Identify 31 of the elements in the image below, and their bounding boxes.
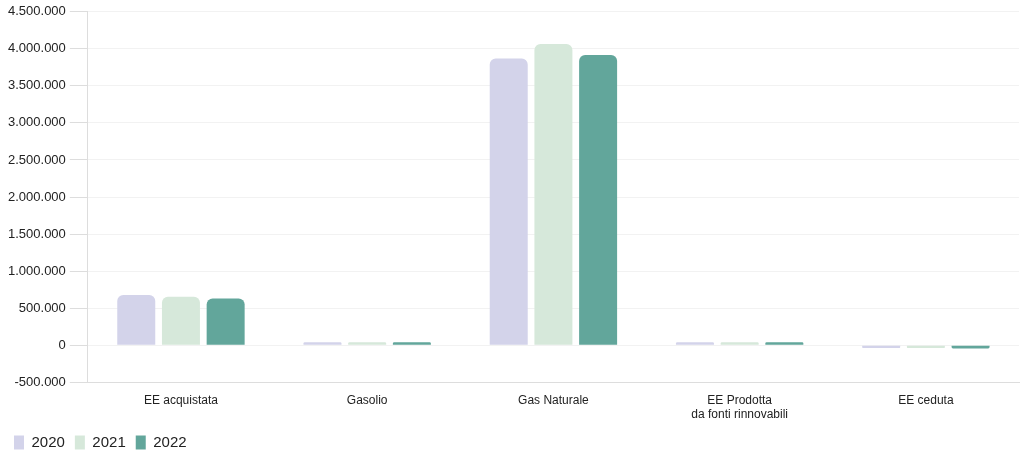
- bar: [534, 43, 573, 345]
- y-tick-label: -500.000: [14, 373, 66, 389]
- y-tick-label: 4.500.000: [7, 3, 66, 19]
- y-tick-label: 1.000.000: [7, 262, 66, 278]
- y-tick-label: 500.000: [18, 299, 66, 315]
- y-tick-label: 3.500.000: [7, 77, 66, 93]
- bar: [675, 342, 714, 345]
- bar: [117, 295, 156, 345]
- y-tick-label: 1.500.000: [7, 225, 66, 241]
- bar: [161, 296, 200, 345]
- legend-label: 2022: [153, 432, 187, 450]
- x-tick-label: EE acquistata: [143, 392, 219, 407]
- bar: [489, 58, 528, 345]
- x-tick-label: Gasolio: [346, 392, 388, 407]
- legend-label: 2020: [31, 432, 65, 450]
- bar: [765, 342, 804, 345]
- bar: [392, 342, 431, 345]
- bar: [579, 54, 618, 345]
- y-tick-label: 3.000.000: [7, 114, 66, 130]
- x-tick-label: EE ceduta: [898, 392, 954, 407]
- y-tick-label: 2.500.000: [7, 151, 66, 167]
- legend-label: 2021: [92, 432, 126, 450]
- bar: [348, 342, 387, 345]
- x-tick-label: EE Prodotta da fonti rinnovabili: [691, 392, 789, 422]
- bar: [303, 342, 342, 345]
- bar: [206, 298, 245, 345]
- y-tick-label: 2.000.000: [7, 188, 66, 204]
- y-tick-label: 0: [58, 336, 66, 352]
- y-tick-label: 4.000.000: [7, 40, 66, 56]
- bar: [720, 342, 759, 345]
- x-tick-label: Gas Naturale: [518, 392, 590, 407]
